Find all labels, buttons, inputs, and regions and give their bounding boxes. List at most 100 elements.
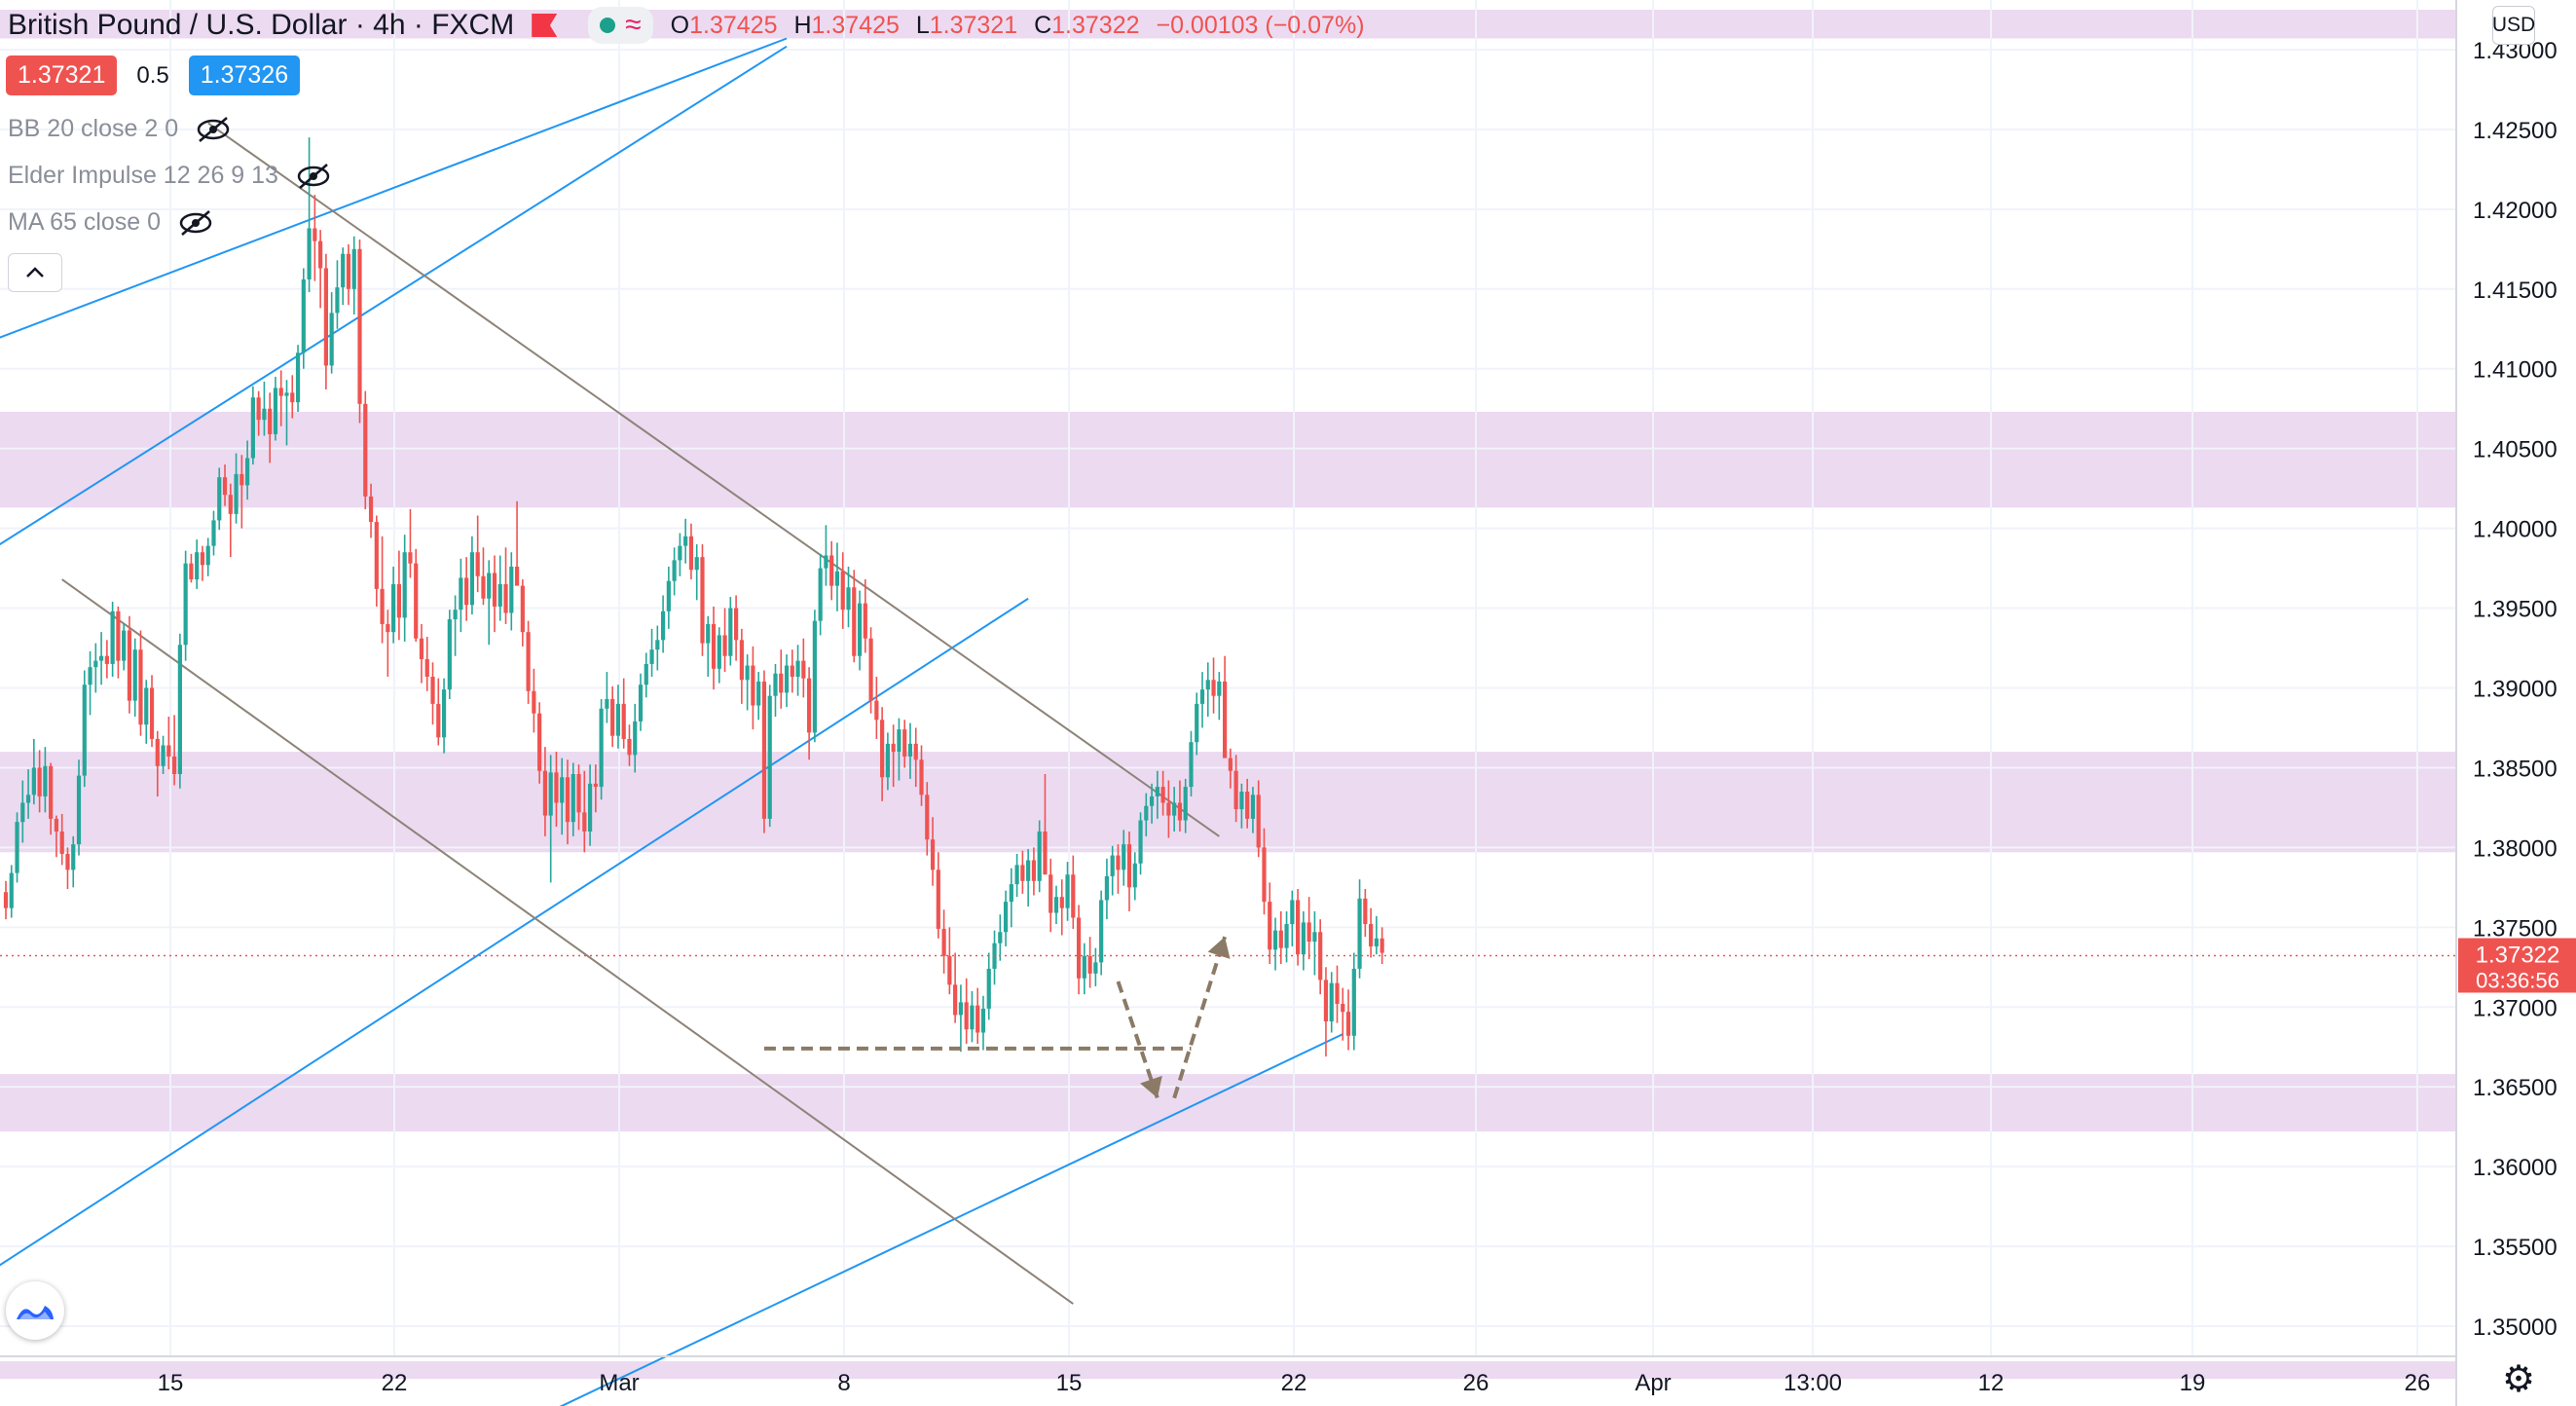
candle-body bbox=[565, 777, 570, 823]
candle-body bbox=[1357, 898, 1362, 969]
candle-body bbox=[1183, 787, 1188, 821]
eye-off-icon[interactable] bbox=[194, 116, 233, 143]
candle-body bbox=[234, 473, 239, 514]
y-tick-label: 1.40500 bbox=[2473, 437, 2558, 463]
candle-body bbox=[9, 872, 14, 908]
candle-body bbox=[1126, 844, 1132, 888]
candle-body bbox=[891, 743, 896, 753]
eye-off-icon[interactable] bbox=[294, 163, 333, 190]
projection-up-leg bbox=[1172, 936, 1227, 1099]
candle-body bbox=[481, 575, 486, 599]
candle-body bbox=[526, 632, 531, 691]
candle-body bbox=[1306, 922, 1311, 943]
candle-body bbox=[621, 703, 626, 739]
candle-body bbox=[941, 928, 946, 956]
candle-body bbox=[15, 822, 19, 873]
candle-body bbox=[54, 818, 59, 832]
candle-body bbox=[122, 630, 127, 661]
candle-body bbox=[183, 563, 188, 646]
trend-line bbox=[207, 122, 1220, 837]
candle-body bbox=[138, 649, 143, 725]
candle-body bbox=[1374, 938, 1379, 946]
candle-body bbox=[357, 248, 362, 404]
candle-body bbox=[638, 684, 644, 722]
candle-body bbox=[560, 777, 565, 803]
y-tick-label: 1.37000 bbox=[2473, 995, 2558, 1021]
x-tick-label: Mar bbox=[599, 1370, 639, 1396]
candle-body bbox=[65, 853, 70, 870]
candle-body bbox=[1043, 831, 1048, 875]
price-change: −0.00103 (−0.07%) bbox=[1156, 11, 1365, 39]
candle-body bbox=[1093, 962, 1098, 974]
candle-body bbox=[396, 583, 401, 618]
candle-body bbox=[43, 765, 48, 796]
candle-body bbox=[1329, 982, 1334, 1022]
candle-body bbox=[1037, 831, 1042, 881]
candle-body bbox=[520, 585, 525, 633]
candle-body bbox=[127, 630, 132, 701]
gear-icon[interactable]: ⚙ bbox=[2502, 1359, 2536, 1400]
candle-body bbox=[1166, 802, 1171, 816]
candle-body bbox=[1256, 795, 1261, 848]
candle-body bbox=[672, 560, 677, 581]
candle-body bbox=[1380, 938, 1384, 953]
candle-body bbox=[284, 392, 289, 396]
x-tick-label: 22 bbox=[382, 1370, 408, 1396]
candle-body bbox=[846, 587, 851, 610]
zone-band bbox=[0, 411, 2456, 508]
candle-body bbox=[211, 520, 216, 546]
candle-body bbox=[666, 580, 671, 611]
spread-value: 0.5 bbox=[136, 61, 169, 89]
candle-body bbox=[335, 287, 340, 314]
candle-body bbox=[542, 770, 548, 816]
candle-body bbox=[756, 681, 761, 706]
candle-body bbox=[970, 1005, 975, 1030]
candle-body bbox=[98, 655, 104, 661]
y-tick-label: 1.36000 bbox=[2473, 1155, 2558, 1181]
zone-band bbox=[0, 1074, 2456, 1132]
candle-body bbox=[897, 729, 902, 753]
collapse-legend-button[interactable] bbox=[8, 253, 62, 292]
candle-body bbox=[414, 563, 419, 639]
candle-body bbox=[104, 655, 109, 664]
x-tick-label: Apr bbox=[1635, 1370, 1671, 1396]
market-status-pill[interactable]: ≈ bbox=[588, 7, 653, 44]
tradingview-logo-icon[interactable] bbox=[6, 1281, 64, 1340]
buy-price-button[interactable]: 1.37326 bbox=[188, 56, 301, 95]
eye-off-icon[interactable] bbox=[176, 209, 215, 237]
flag-icon[interactable] bbox=[532, 14, 558, 37]
market-status-icon bbox=[600, 18, 616, 33]
candle-body bbox=[818, 568, 823, 621]
candle-body bbox=[514, 566, 520, 586]
candle-body bbox=[245, 458, 250, 486]
arrowhead-down-icon bbox=[1140, 1075, 1162, 1098]
candle-body bbox=[37, 767, 42, 796]
candle-body bbox=[1195, 703, 1199, 743]
candle-body bbox=[644, 663, 648, 685]
candle-body bbox=[341, 253, 346, 288]
indicator-ma[interactable]: MA 65 close 0 bbox=[8, 208, 215, 237]
candle-body bbox=[605, 698, 609, 709]
indicator-bb[interactable]: BB 20 close 2 0 bbox=[8, 115, 233, 143]
symbol-title[interactable]: British Pound / U.S. Dollar · 4h · FXCM bbox=[8, 9, 515, 41]
candle-body bbox=[627, 738, 632, 756]
candle-body bbox=[874, 700, 879, 721]
sell-price-button[interactable]: 1.37321 bbox=[6, 56, 118, 95]
candle-body bbox=[318, 240, 323, 269]
y-tick-label: 1.38000 bbox=[2473, 835, 2558, 862]
currency-button[interactable]: USD bbox=[2492, 6, 2535, 45]
candle-body bbox=[1345, 1012, 1351, 1036]
candle-body bbox=[368, 496, 374, 523]
indicator-elder-impulse[interactable]: Elder Impulse 12 26 9 13 bbox=[8, 162, 333, 190]
support-resistance-zones bbox=[0, 10, 2456, 1380]
candle-body bbox=[447, 619, 452, 690]
candle-body bbox=[1116, 855, 1121, 870]
candle-body bbox=[82, 684, 87, 776]
candle-body bbox=[1312, 932, 1317, 943]
y-tick-label: 1.39000 bbox=[2473, 677, 2558, 703]
candle-body bbox=[1363, 898, 1368, 925]
candle-body bbox=[307, 228, 312, 279]
candle-body bbox=[767, 695, 772, 819]
candle-body bbox=[1301, 922, 1306, 955]
